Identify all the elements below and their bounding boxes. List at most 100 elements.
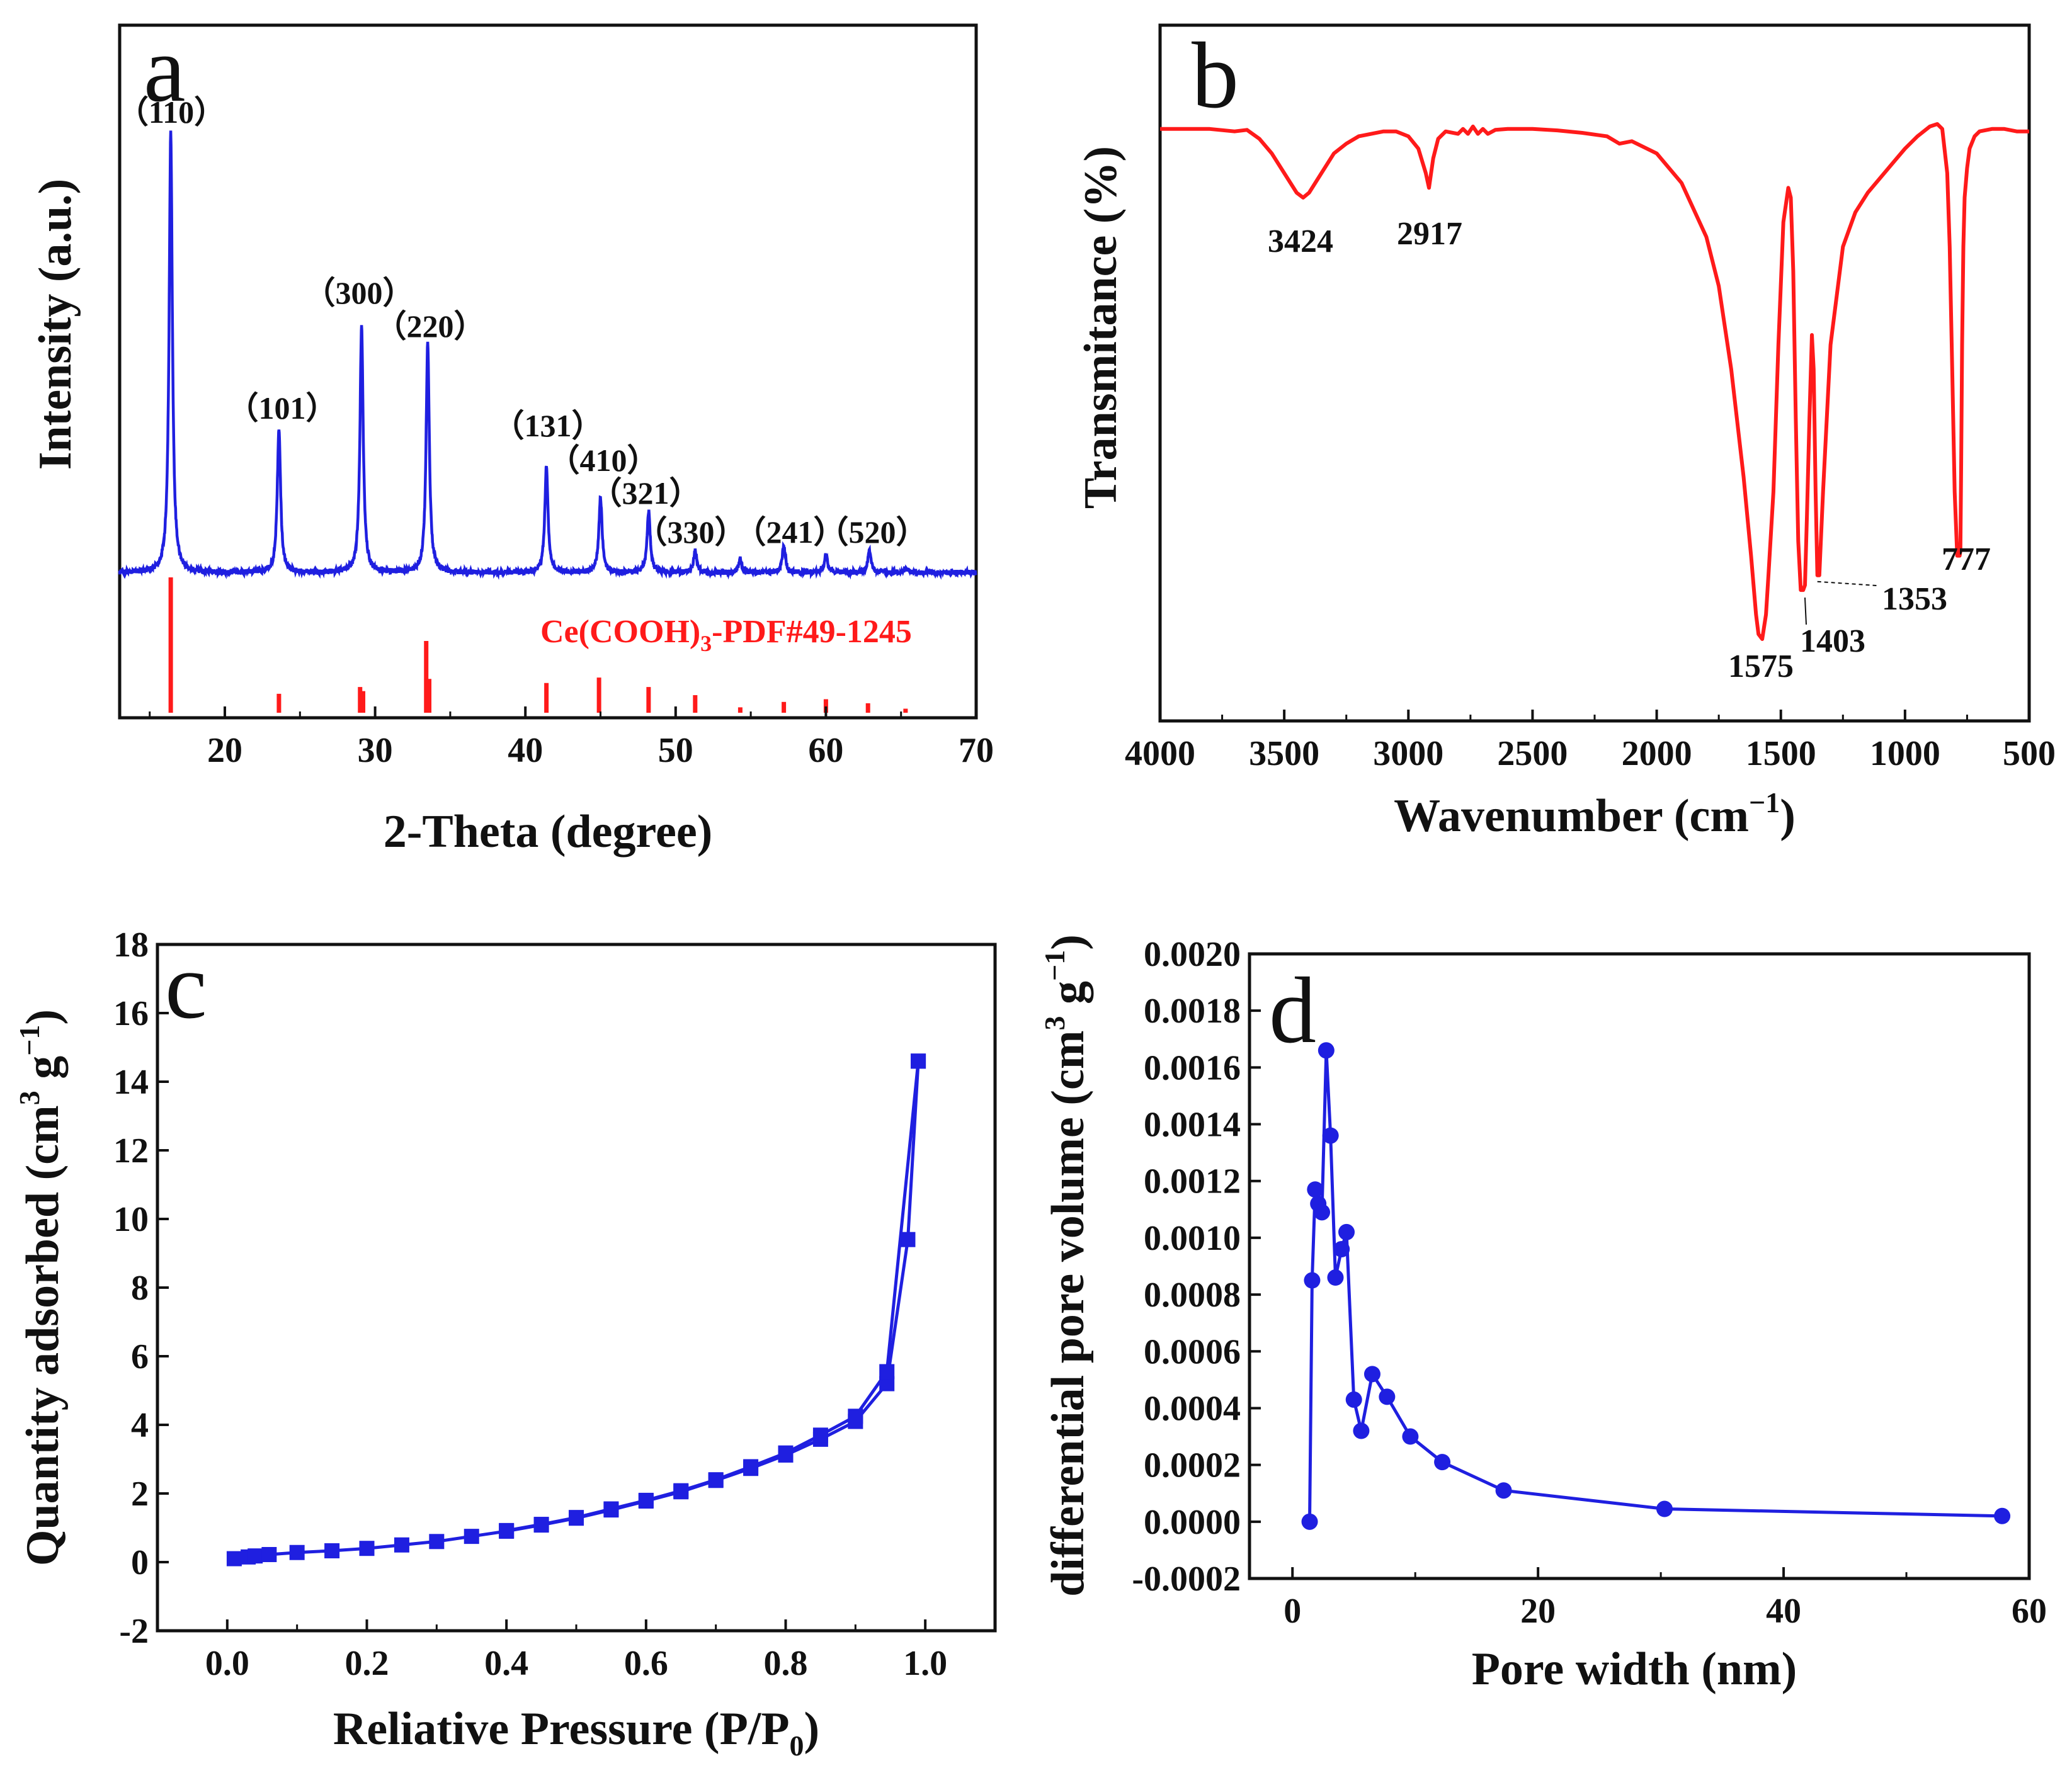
- panel-a-hkl-label-2: （300）: [304, 275, 414, 310]
- panel-d-y-tick-label-10: 0.0018: [1144, 992, 1241, 1031]
- panel-c-y-tick-label-10: 18: [113, 926, 149, 965]
- panel-d-y-tick-label-11: 0.0020: [1144, 935, 1241, 974]
- panel-c-point-adsorption: [429, 1534, 445, 1550]
- panel-d-y-label: differential pore volume (cm3 g−1): [1039, 934, 1094, 1597]
- panel-b-x-tick-label-3: 2500: [1497, 734, 1568, 773]
- panel-a-pattern-group: [118, 130, 977, 581]
- panel-d-point: [1345, 1391, 1362, 1408]
- panel-c-point-adsorption: [289, 1544, 305, 1560]
- panel-a-hkl-label-9: （241）: [735, 514, 845, 550]
- panel-d-y-tick-label-4: 0.0006: [1144, 1332, 1241, 1371]
- panel-c-y-tick-label-1: 0: [131, 1543, 149, 1582]
- panel-d-point: [1656, 1500, 1673, 1517]
- panel-d-point: [1304, 1272, 1321, 1289]
- panel-c-series-group: [226, 1053, 926, 1567]
- panel-d-y-tick-label-7: 0.0012: [1144, 1162, 1241, 1201]
- panel-letter-d: d: [1269, 958, 1316, 1063]
- panel-d-x-tick-label-2: 40: [1766, 1592, 1801, 1631]
- panel-a-x-tick-label-0: 20: [207, 731, 242, 770]
- panel-a-hkl-labels: （110） （101） （300）（220） （131）（410）（321）（330）…: [117, 94, 928, 550]
- panel-b-x-label: Wavenumber (cm−1): [1394, 786, 1796, 842]
- panel-a-x-tick-label-4: 60: [808, 731, 843, 770]
- panel-a-hkl-label-0: （110）: [117, 94, 225, 130]
- panel-c-y-tick-label-7: 12: [113, 1131, 149, 1170]
- panel-c-point-desorption: [743, 1459, 759, 1475]
- panel-d-y-tick-label-8: 0.0014: [1144, 1106, 1241, 1145]
- panel-a-hkl-label-5: （410）: [549, 443, 659, 478]
- panel-c-y-tick-label-4: 6: [131, 1337, 149, 1376]
- panel-c-y-tick-label-8: 14: [113, 1063, 149, 1102]
- panel-d-point: [1327, 1269, 1344, 1286]
- panel-c-point-adsorption: [394, 1537, 409, 1553]
- panel-c-ticks: 0.0 0.2 0.4 0.6 0.8 1.0 -2 0 2 4 6 8 10 12 14 16 18: [113, 926, 996, 1683]
- panel-d-line: [1308, 1050, 2003, 1522]
- panel-d-y-tick-label-1: 0.0000: [1144, 1503, 1241, 1542]
- panel-d-point: [1333, 1240, 1350, 1257]
- panel-c-point-adsorption: [226, 1551, 242, 1567]
- panel-a-xrd: a （110） （101） （300）（220） （131）（410）（321）（33…: [30, 17, 994, 858]
- panel-d-point: [1379, 1388, 1396, 1405]
- panel-b-annotation-1353: 1353: [1882, 581, 1947, 617]
- panel-a-hkl-label-4: （131）: [493, 408, 603, 443]
- panel-b-annotation-2917: 2917: [1397, 216, 1462, 252]
- panel-b-x-tick-label-4: 2000: [1622, 734, 1692, 773]
- panel-c-x-label: Reliative Pressure (P/P0): [333, 1703, 819, 1762]
- panel-d-point: [1402, 1428, 1419, 1445]
- panel-a-pattern-line: [118, 130, 977, 581]
- panel-c-point-adsorption: [248, 1548, 263, 1564]
- panel-a-hkl-label-3: （220）: [375, 309, 486, 344]
- panel-a-y-label: Intensity (a.u.): [30, 179, 81, 470]
- panel-d-x-tick-label-3: 60: [2012, 1592, 2047, 1631]
- panel-d-x-tick-label-0: 0: [1284, 1592, 1301, 1631]
- panel-d-y-tick-label-9: 0.0016: [1144, 1048, 1241, 1087]
- panel-a-hkl-label-11: （520）: [817, 514, 928, 550]
- panel-a-hkl-label-6: （321）: [591, 475, 701, 511]
- panel-c-point-desorption: [911, 1053, 926, 1069]
- panel-a-x-tick-label-5: 70: [959, 731, 994, 770]
- panel-d-point: [1994, 1507, 2011, 1524]
- panel-c-y-tick-label-9: 16: [113, 994, 149, 1033]
- panel-a-frame: [118, 23, 978, 720]
- panel-d-y-tick-label-5: 0.0008: [1144, 1276, 1241, 1315]
- panel-d-point: [1495, 1482, 1512, 1499]
- panel-c-point-desorption: [778, 1445, 794, 1461]
- panel-a-x-tick-label-2: 40: [508, 731, 543, 770]
- panel-d-point: [1434, 1454, 1451, 1471]
- panel-a-hkl-label-1: （101）: [227, 390, 338, 426]
- panel-d-x-tick-label-1: 20: [1520, 1592, 1556, 1631]
- panel-b-spectrum-group: [1160, 122, 2029, 641]
- panel-d-point: [1307, 1181, 1324, 1198]
- panel-c-frame: [156, 943, 997, 1633]
- panel-d-point: [1318, 1042, 1335, 1059]
- panel-c-x-tick-label-5: 1.0: [903, 1644, 947, 1683]
- panel-c-point-desorption: [533, 1517, 549, 1533]
- panel-a-x-label: 2-Theta (degree): [384, 806, 713, 858]
- panel-d-y-tick-label-3: 0.0004: [1144, 1389, 1241, 1428]
- panel-c-y-label: Quantity adsorbed (cm3 g−1): [13, 1009, 69, 1566]
- panel-a-x-tick-label-1: 30: [358, 731, 393, 770]
- panel-c-point-adsorption: [900, 1232, 916, 1247]
- panel-d-series-group: [1301, 1042, 2011, 1530]
- panel-c-point-adsorption: [261, 1547, 277, 1563]
- panel-c-point-adsorption: [324, 1543, 340, 1559]
- panel-c-point-desorption: [708, 1472, 724, 1488]
- panel-c-point-desorption: [569, 1510, 584, 1526]
- panel-b-spectrum-line: [1160, 122, 2029, 641]
- panel-c-point-desorption: [812, 1427, 828, 1443]
- panel-c-point-adsorption: [464, 1529, 479, 1544]
- panel-d-y-tick-label-6: 0.0010: [1144, 1219, 1241, 1258]
- panel-letter-b: b: [1192, 23, 1239, 128]
- panel-letter-c: c: [165, 934, 207, 1038]
- panel-d-y-tick-label-2: 0.0002: [1144, 1446, 1241, 1485]
- panel-d-point: [1301, 1513, 1318, 1530]
- panel-c-point-adsorption: [359, 1541, 375, 1556]
- panel-b-x-tick-label-7: 500: [2003, 734, 2056, 773]
- panel-d-frame: [1248, 952, 2031, 1580]
- panel-c-point-desorption: [879, 1364, 895, 1380]
- panel-d-point: [1338, 1223, 1355, 1240]
- panel-d-x-label: Pore width (nm): [1472, 1643, 1797, 1695]
- panel-a-x-ticks: 20 30 40 50 60 70: [149, 706, 994, 770]
- panel-b-x-tick-label-1: 3500: [1249, 734, 1319, 773]
